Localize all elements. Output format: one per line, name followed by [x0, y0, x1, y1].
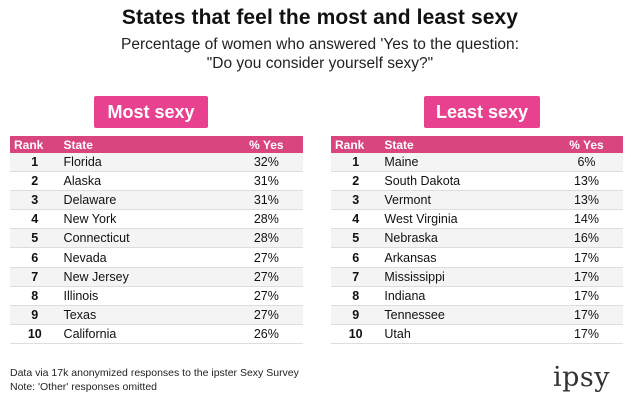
state-cell: Nevada: [59, 247, 230, 268]
rank-cell: 1: [10, 153, 60, 173]
table-row: 1 Florida 32%: [10, 153, 303, 173]
state-cell: Tennessee: [380, 305, 550, 325]
percent-yes-cell: 31%: [229, 171, 303, 192]
rank-cell: 7: [10, 267, 60, 287]
chart-subtitle-line-1: Percentage of women who answered 'Yes to…: [121, 36, 519, 53]
rank-cell: 7: [331, 267, 381, 287]
table-row: 4 New York 28%: [10, 209, 303, 230]
percent-yes-cell: 6%: [549, 153, 623, 173]
state-cell: Illinois: [59, 286, 230, 306]
rank-cell: 5: [10, 228, 60, 249]
state-cell: Delaware: [59, 190, 230, 211]
table-row: 8 Illinois 27%: [10, 286, 303, 306]
state-cell: Mississippi: [380, 267, 550, 287]
percent-yes-cell: 14%: [549, 209, 623, 230]
percent-yes-cell: 31%: [229, 190, 303, 211]
percent-yes-cell: 17%: [549, 324, 623, 344]
most-sexy-label: Most sexy: [94, 96, 208, 128]
table-row: 9 Texas 27%: [10, 305, 303, 325]
percent-yes-cell: 28%: [229, 228, 303, 249]
chart-title: States that feel the most and least sexy: [121, 6, 519, 29]
table-row: 6 Nevada 27%: [10, 247, 303, 268]
table-row: 5 Connecticut 28%: [10, 228, 303, 249]
percent-yes-cell: 13%: [549, 190, 623, 211]
rank-cell: 8: [10, 286, 60, 306]
omission-note: Note: 'Other' responses omitted: [10, 381, 157, 393]
percent-yes-cell: 32%: [229, 153, 303, 173]
chart-subtitle-line-2: "Do you consider yourself sexy?": [206, 55, 434, 72]
table-header-row: Rank State % Yes: [331, 136, 623, 153]
rank-cell: 1: [331, 153, 381, 173]
state-cell: Texas: [59, 305, 230, 325]
table-row: 2 South Dakota 13%: [331, 171, 623, 192]
state-cell: Indiana: [380, 286, 550, 306]
rank-cell: 2: [331, 171, 381, 192]
percent-yes-cell: 17%: [549, 247, 623, 268]
rank-cell: 3: [10, 190, 60, 211]
state-cell: Connecticut: [59, 228, 230, 249]
column-header-rank: Rank: [335, 137, 365, 152]
state-cell: Alaska: [59, 171, 230, 192]
percent-yes-cell: 17%: [549, 267, 623, 287]
rank-cell: 4: [10, 209, 60, 230]
state-cell: Florida: [59, 153, 230, 173]
rank-cell: 4: [331, 209, 381, 230]
table-row: 3 Delaware 31%: [10, 190, 303, 211]
rank-cell: 9: [331, 305, 381, 325]
most-sexy-table: Rank State % Yes 1 Florida 32% 2 Alaska 31% 3 D…: [10, 136, 303, 344]
percent-yes-cell: 13%: [549, 171, 623, 192]
rank-cell: 10: [10, 324, 60, 344]
state-cell: California: [59, 324, 230, 344]
state-cell: New Jersey: [59, 267, 230, 287]
least-sexy-label: Least sexy: [424, 96, 540, 128]
state-cell: Utah: [380, 324, 550, 344]
percent-yes-cell: 28%: [229, 209, 303, 230]
rank-cell: 6: [10, 247, 60, 268]
rank-cell: 9: [10, 305, 60, 325]
percent-yes-cell: 17%: [549, 305, 623, 325]
ipsy-logo: ipsy: [553, 362, 611, 393]
state-cell: Vermont: [380, 190, 550, 211]
table-row: 2 Alaska 31%: [10, 171, 303, 192]
percent-yes-cell: 17%: [549, 286, 623, 306]
column-header-rank: Rank: [14, 137, 44, 152]
state-cell: Arkansas: [380, 247, 550, 268]
state-cell: Nebraska: [380, 228, 550, 249]
table-row: 3 Vermont 13%: [331, 190, 623, 211]
table-header-row: Rank State % Yes: [10, 136, 303, 153]
rank-cell: 2: [10, 171, 60, 192]
source-note: Data via 17k anonymized responses to the…: [10, 367, 299, 379]
state-cell: Maine: [380, 153, 550, 173]
state-cell: West Virginia: [380, 209, 550, 230]
table-row: 7 Mississippi 17%: [331, 267, 623, 287]
column-header-percent-yes: % Yes: [569, 137, 604, 152]
rank-cell: 6: [331, 247, 381, 268]
percent-yes-cell: 27%: [229, 267, 303, 287]
column-header-state: State: [63, 137, 93, 152]
state-cell: South Dakota: [380, 171, 550, 192]
rank-cell: 5: [331, 228, 381, 249]
percent-yes-cell: 27%: [229, 305, 303, 325]
state-cell: New York: [59, 209, 230, 230]
table-row: 10 Utah 17%: [331, 324, 623, 344]
table-row: 4 West Virginia 14%: [331, 209, 623, 230]
least-sexy-table: Rank State % Yes 1 Maine 6% 2 South Dakota 13…: [331, 136, 623, 344]
table-row: 8 Indiana 17%: [331, 286, 623, 306]
table-row: 7 New Jersey 27%: [10, 267, 303, 287]
percent-yes-cell: 16%: [549, 228, 623, 249]
table-row: 9 Tennessee 17%: [331, 305, 623, 325]
percent-yes-cell: 27%: [229, 286, 303, 306]
column-header-state: State: [384, 137, 414, 152]
column-header-percent-yes: % Yes: [249, 137, 284, 152]
table-row: 5 Nebraska 16%: [331, 228, 623, 249]
table-row: 10 California 26%: [10, 324, 303, 344]
percent-yes-cell: 26%: [229, 324, 303, 344]
rank-cell: 8: [331, 286, 381, 306]
percent-yes-cell: 27%: [229, 247, 303, 268]
table-row: 6 Arkansas 17%: [331, 247, 623, 268]
rank-cell: 3: [331, 190, 381, 211]
table-row: 1 Maine 6%: [331, 153, 623, 173]
rank-cell: 10: [331, 324, 381, 344]
